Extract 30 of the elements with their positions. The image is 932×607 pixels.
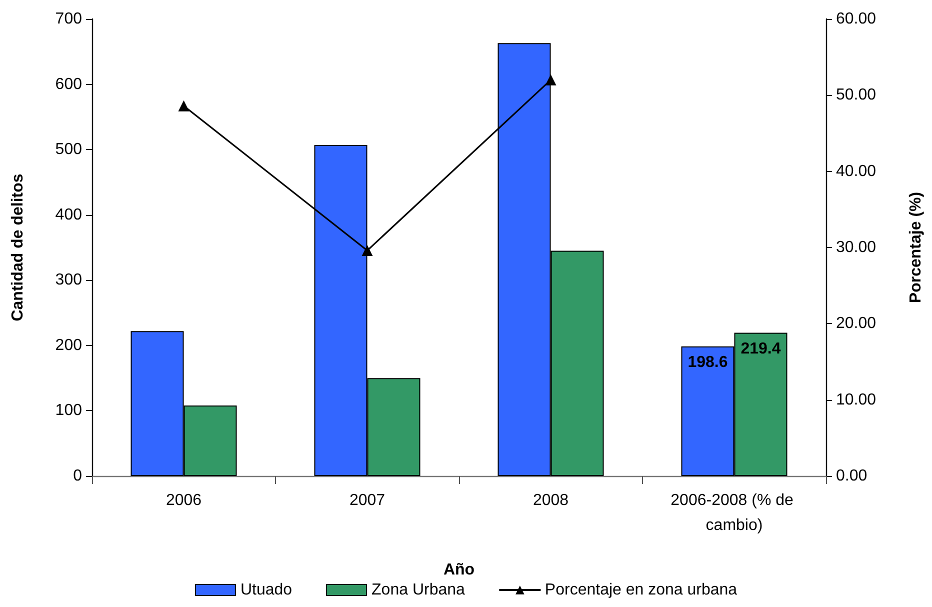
y-tick-label: 700: [55, 10, 82, 28]
y-tick-label: 500: [55, 141, 82, 158]
y2-axis-title: Porcentaje (%): [908, 192, 924, 304]
y2-tick-label: 40.00: [836, 162, 876, 180]
y2-tick-label: 0.00: [836, 468, 868, 484]
x-axis-title: Año: [443, 562, 475, 578]
y-tick-label: 400: [55, 206, 82, 224]
legend-label: Utuado: [240, 582, 292, 598]
x-tick-label: 2006: [166, 492, 202, 509]
point: [545, 74, 556, 86]
point: [178, 100, 190, 112]
y2-tick-label: 10.00: [836, 391, 876, 408]
x-tick-label: 2007: [349, 492, 386, 509]
y-tick-label: 300: [55, 272, 82, 289]
y-tick-label: 100: [55, 402, 82, 420]
y2-tick-label: 60.00: [836, 10, 876, 28]
data-label: 198.6: [688, 354, 728, 371]
y-axis-title: Cantidad de delitos: [10, 174, 26, 322]
x-tick-label: 2006-2008 (% de cambio): [670, 492, 798, 534]
y2-tick-label: 30.00: [836, 239, 876, 256]
legend-label: Porcentaje en zona urbana: [544, 582, 738, 598]
y2-tick-label: 20.00: [836, 315, 876, 332]
data-label: 219.4: [740, 340, 781, 358]
x-tick-label: 2008: [532, 492, 569, 509]
y-tick-label: 600: [55, 76, 82, 93]
y2-tick-label: 50.00: [836, 86, 876, 104]
legend-label: Zona Urbana: [372, 582, 466, 598]
y-tick-label: 200: [55, 336, 82, 354]
point: [362, 245, 373, 256]
y-tick-label: 0: [73, 468, 82, 484]
